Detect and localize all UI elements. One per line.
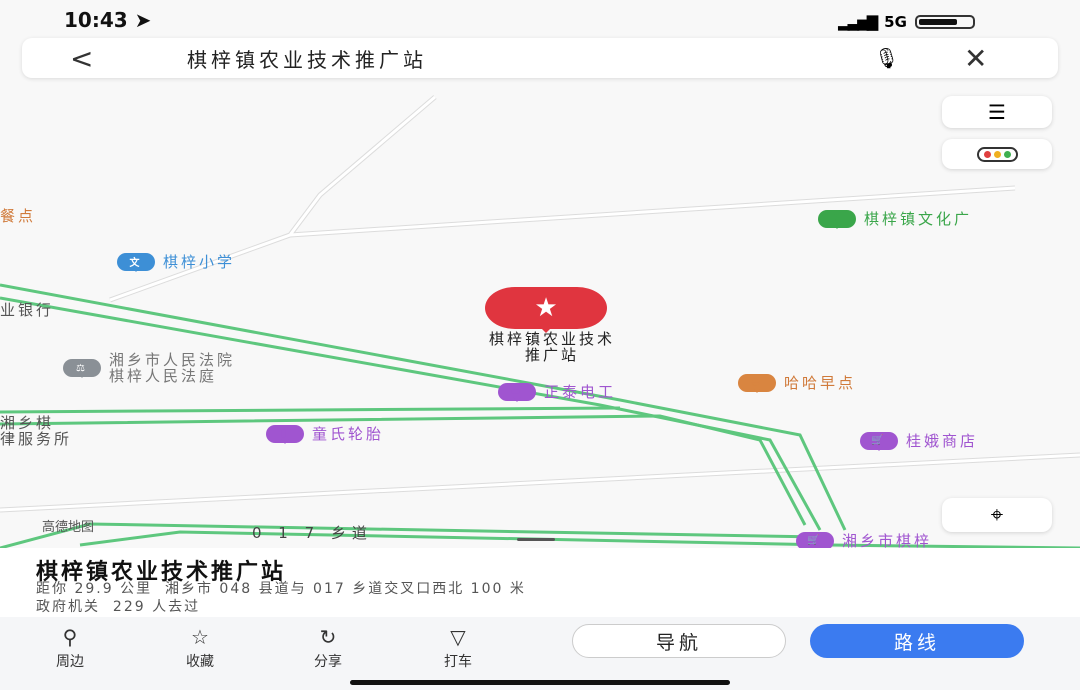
close-icon[interactable]: ✕ xyxy=(964,41,988,75)
navigate-button[interactable]: 导航 xyxy=(572,624,786,658)
location-arrow-icon: ➤ xyxy=(134,8,152,32)
route-button[interactable]: 路线 xyxy=(810,624,1024,658)
amap-watermark: 高德地图 xyxy=(42,520,95,535)
layers-button[interactable]: ☰ xyxy=(942,96,1052,128)
selected-location-pin[interactable]: ★ xyxy=(485,287,607,329)
road-network xyxy=(0,95,1080,550)
map-view[interactable]: 餐点 文棋梓小学 业银行 ⚖ 湘乡市人民法院 棋梓人民法庭 湘乡棋 律服务所 ▮ 童氏轮… xyxy=(0,0,1080,560)
place-card[interactable]: 棋梓镇农业技术推广站 距你 29.9 公里 湘乡市 048 县道与 017 乡道… xyxy=(0,548,1080,618)
cart-icon: 🛒 xyxy=(860,431,898,451)
food-icon: ◓ xyxy=(738,373,776,393)
tree-icon: ♣ xyxy=(818,209,856,229)
search-bar[interactable]: < 棋梓镇农业技术推广站 🎙 ✕ xyxy=(22,38,1058,78)
search-query[interactable]: 棋梓镇农业技术推广站 xyxy=(187,47,427,72)
card-drag-handle[interactable] xyxy=(517,538,555,541)
search-icon: ⚲ xyxy=(62,625,78,649)
pin-tip xyxy=(538,325,554,341)
favorite-button[interactable]: ☆ 收藏 xyxy=(186,625,214,670)
star-icon: ★ xyxy=(534,293,558,323)
court-icon: ⚖ xyxy=(63,359,101,378)
poi-electrician[interactable]: ▬ 正泰电工 xyxy=(498,381,616,402)
poi-legal-service[interactable]: 湘乡棋 律服务所 xyxy=(0,414,73,448)
battery-icon xyxy=(914,15,975,29)
poi-breakfast[interactable]: ◓ 哈哈早点 xyxy=(738,372,856,393)
school-icon: 文 xyxy=(117,252,155,272)
share-icon: ↻ xyxy=(319,625,337,649)
traffic-button[interactable] xyxy=(942,139,1052,169)
share-button[interactable]: ↻ 分享 xyxy=(314,625,342,670)
star-outline-icon: ☆ xyxy=(191,625,209,649)
road-label: 0 1 7 乡道 xyxy=(252,524,373,542)
place-title: 棋梓镇农业技术推广站 xyxy=(36,560,287,585)
layers-icon: ☰ xyxy=(988,100,1006,124)
poi-school[interactable]: 文棋梓小学 xyxy=(117,251,235,272)
action-bar: ⚲ 周边 ☆ 收藏 ↻ 分享 ▽ 打车 导航 路线 xyxy=(0,617,1080,690)
status-time: 10:43 ➤ xyxy=(64,8,152,32)
cart-icon: 🛒 xyxy=(796,531,834,551)
poi-bank[interactable]: 业银行 xyxy=(0,301,55,319)
signal-icon: ▂▃▅▇ xyxy=(838,13,878,31)
poi-culture-square[interactable]: ♣ 棋梓镇文化广 xyxy=(818,208,972,229)
place-address-line: 距你 29.9 公里 湘乡市 048 县道与 017 乡道交叉口西北 100 米 xyxy=(36,581,526,597)
nearby-button[interactable]: ⚲ 周边 xyxy=(56,625,84,670)
microphone-icon[interactable]: 🎙 xyxy=(874,46,900,70)
place-meta: 政府机关 229 人去过 xyxy=(36,599,201,615)
selected-poi-label: 棋梓镇农业技术 推广站 xyxy=(488,330,615,364)
locate-button[interactable]: ⌖ xyxy=(942,498,1052,532)
taxi-icon: ▽ xyxy=(450,625,466,649)
store-icon: ▬ xyxy=(498,382,536,402)
poi-store[interactable]: 🛒 桂娥商店 xyxy=(860,430,978,451)
traffic-light-icon xyxy=(976,146,1018,162)
back-icon[interactable]: < xyxy=(70,41,94,75)
status-indicators: ▂▃▅▇ 5G xyxy=(838,13,975,31)
poi-tire-shop[interactable]: ▮ 童氏轮胎 xyxy=(266,423,384,444)
home-indicator xyxy=(350,680,730,685)
poi-court[interactable]: ⚖ 湘乡市人民法院 棋梓人民法庭 xyxy=(63,352,235,384)
shop-icon: ▮ xyxy=(266,424,304,444)
poi-xiangxiang-qizi[interactable]: 🛒 湘乡市棋梓 xyxy=(796,530,932,551)
poi-restaurant[interactable]: 餐点 xyxy=(0,207,37,225)
taxi-button[interactable]: ▽ 打车 xyxy=(444,625,472,670)
crosshair-icon: ⌖ xyxy=(990,502,1004,528)
